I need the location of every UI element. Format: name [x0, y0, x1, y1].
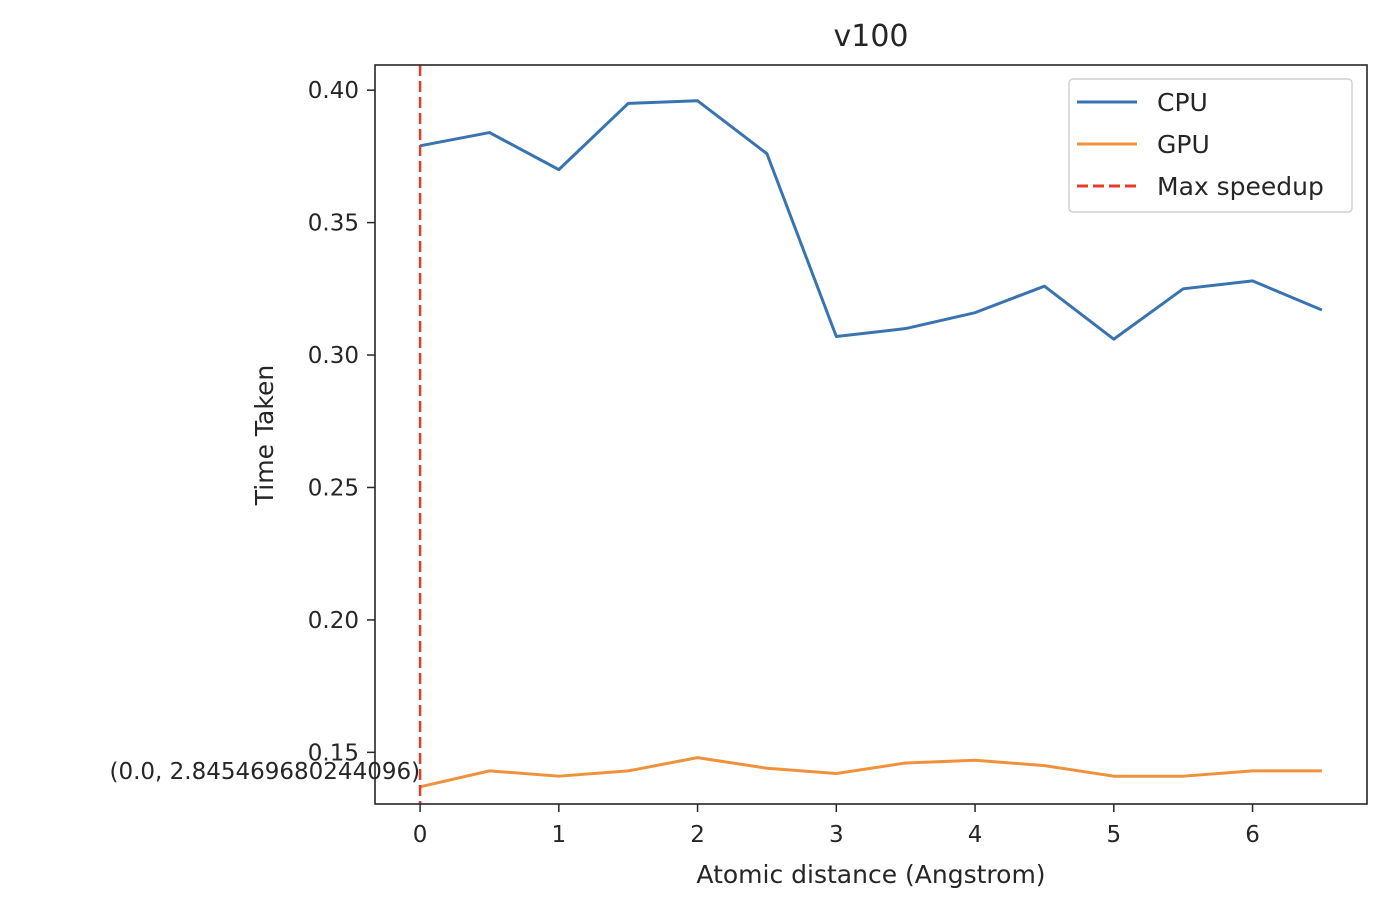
x-tick-label: 6 — [1245, 822, 1260, 848]
x-axis-ticks: 0 1 2 3 4 5 6 — [413, 804, 1260, 848]
legend-box — [1068, 78, 1353, 213]
plot-content — [418, 65, 1323, 804]
y-tick-label: 0.40 — [308, 78, 359, 104]
y-axis-label: Time Taken — [250, 365, 279, 506]
y-tick-label: 0.30 — [308, 343, 359, 369]
x-tick-label: 0 — [413, 822, 428, 848]
legend-label-gpu: GPU — [1157, 130, 1210, 159]
series-line-cpu — [419, 99, 1323, 341]
x-tick-label: 3 — [829, 822, 844, 848]
x-tick-label: 1 — [552, 822, 567, 848]
x-tick-label: 2 — [690, 822, 705, 848]
legend-label-cpu: CPU — [1157, 88, 1208, 117]
series-line-gpu — [419, 756, 1322, 789]
x-axis-label: Atomic distance (Angstrom) — [696, 860, 1045, 889]
chart-title: v100 — [833, 19, 908, 54]
legend-label-max-speedup: Max speedup — [1157, 172, 1324, 201]
legend: CPU GPU Max speedup — [1068, 78, 1353, 213]
axes-frame — [374, 64, 1368, 805]
annotation-label: (0.0, 2.845469680244096) — [109, 759, 420, 785]
y-tick-label: 0.25 — [308, 475, 359, 501]
y-tick-label: 0.15 — [308, 740, 359, 766]
y-tick-label: 0.20 — [308, 608, 359, 634]
x-tick-label: 5 — [1106, 822, 1121, 848]
y-axis-ticks: 0.15 0.20 0.25 0.30 0.35 0.40 — [308, 78, 375, 766]
y-tick-label: 0.35 — [308, 211, 359, 237]
x-tick-label: 4 — [968, 822, 983, 848]
